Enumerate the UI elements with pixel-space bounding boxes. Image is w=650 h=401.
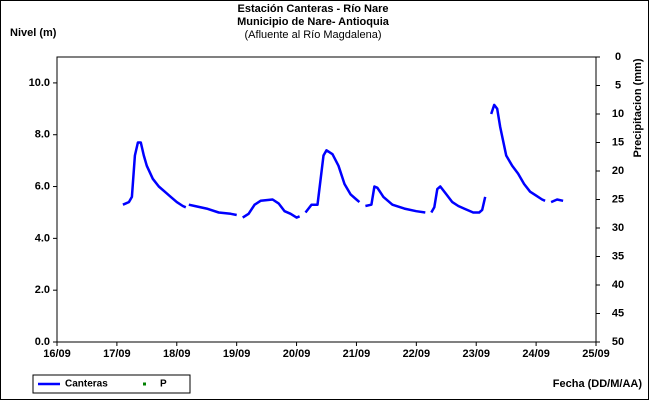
legend-label: Canteras — [65, 379, 108, 390]
y-tick-label: 2.0 — [35, 284, 50, 296]
x-tick-label: 16/09 — [43, 348, 71, 360]
x-tick-label: 20/09 — [283, 348, 311, 360]
legend — [32, 374, 191, 394]
chart-note: (Afluente al Río Magdalena) — [245, 29, 382, 41]
y2-tick-label: 15 — [612, 136, 624, 148]
y2-tick-label: 45 — [612, 307, 624, 319]
y2-tick-label: 40 — [612, 279, 624, 291]
y2-tick-label: 50 — [612, 336, 624, 348]
x-tick-label: 19/09 — [223, 348, 251, 360]
y2-tick-label: 5 — [615, 79, 621, 91]
x-tick-label: 17/09 — [103, 348, 131, 360]
y2-tick-label: 20 — [612, 165, 624, 177]
y-tick-label: 10.0 — [29, 77, 50, 89]
y-tick-label: 0.0 — [35, 336, 50, 348]
y2-tick-label: 35 — [612, 250, 624, 262]
x-tick-label: 18/09 — [163, 348, 191, 360]
y-tick-label: 6.0 — [35, 180, 50, 192]
y2-tick-label: 25 — [612, 193, 624, 205]
x-tick-label: 22/09 — [403, 348, 431, 360]
chart-title: Estación Canteras - Río Nare — [238, 3, 389, 15]
x-tick-label: 23/09 — [462, 348, 490, 360]
y-tick-label: 8.0 — [35, 129, 50, 141]
legend-swatch — [143, 382, 146, 386]
legend-label: P — [160, 379, 167, 390]
x-tick-label: 21/09 — [343, 348, 371, 360]
y-tick-label: 4.0 — [35, 232, 50, 244]
y-axis-label: Nivel (m) — [10, 27, 57, 39]
y2-axis-label: Precipitacion (mm) — [632, 58, 644, 157]
plot-area — [56, 56, 597, 343]
y2-tick-label: 10 — [612, 108, 624, 120]
data-line — [122, 103, 564, 219]
y2-tick-label: 0 — [615, 51, 621, 63]
x-tick-label: 25/09 — [582, 348, 610, 360]
x-axis-label: Fecha (DD/M/AA) — [553, 378, 643, 390]
chart-subtitle: Municipio de Nare- Antioquia — [237, 16, 390, 28]
x-tick-label: 24/09 — [522, 348, 550, 360]
y2-tick-label: 30 — [612, 222, 624, 234]
